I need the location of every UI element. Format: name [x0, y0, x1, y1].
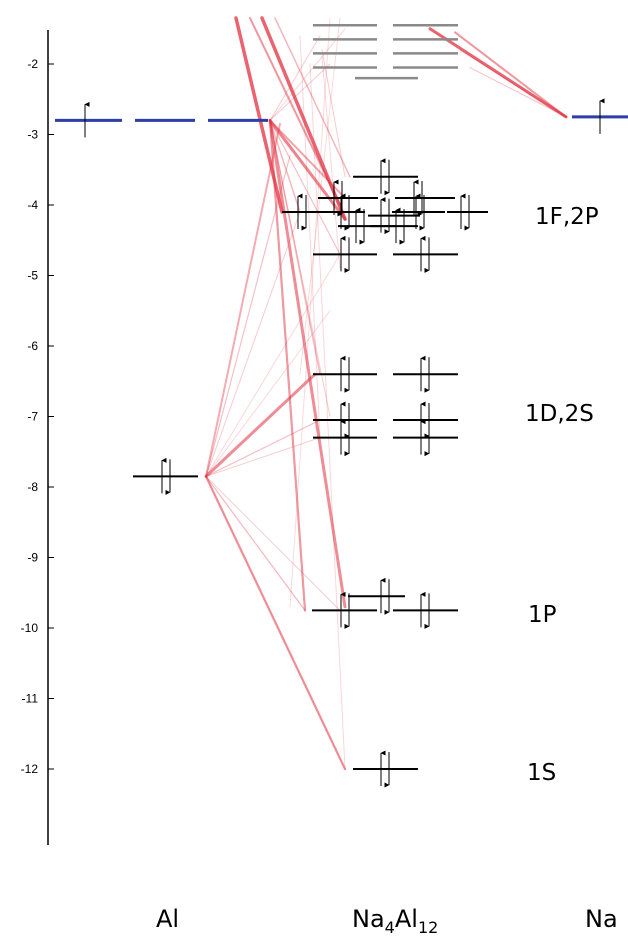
- y-tick-label: -5: [27, 269, 38, 283]
- cluster-al: Al: [395, 905, 418, 933]
- y-tick-label: -12: [21, 762, 39, 776]
- correlation-line: [428, 27, 568, 119]
- y-tick-label: -3: [27, 128, 38, 142]
- correlation-line: [234, 16, 284, 214]
- correlation-line: [204, 372, 317, 478]
- y-tick-label: -2: [27, 57, 38, 71]
- shell-label-1d2s: 1D,2S: [525, 401, 594, 427]
- correlation-line: [205, 310, 331, 477]
- correlation-line: [289, 17, 331, 608]
- correlation-line: [205, 122, 281, 478]
- correlation-line: [249, 17, 341, 206]
- correlation-lines: [204, 16, 568, 771]
- correlation-line: [269, 28, 346, 121]
- correlation-line: [274, 17, 351, 178]
- correlation-line: [205, 437, 321, 477]
- cluster-sub-na: 4: [385, 918, 395, 937]
- correlation-line: [459, 49, 567, 118]
- y-tick-label: -8: [27, 480, 38, 494]
- correlation-line: [269, 63, 331, 121]
- correlation-line: [205, 475, 306, 611]
- y-tick-label: -11: [22, 692, 39, 706]
- correlation-line: [269, 35, 321, 121]
- column-label-na: Na: [585, 905, 618, 933]
- correlation-line: [205, 419, 321, 478]
- shell-label-1p: 1P: [528, 602, 557, 628]
- correlation-line: [269, 119, 341, 255]
- correlation-line: [454, 31, 567, 118]
- correlation-line: [268, 119, 307, 612]
- correlation-line: [205, 475, 341, 611]
- correlation-line: [321, 56, 341, 269]
- correlation-line: [205, 155, 291, 478]
- correlation-line: [268, 118, 347, 221]
- correlation-line: [269, 119, 321, 375]
- correlation-line: [205, 253, 341, 477]
- correlation-line: [269, 119, 331, 417]
- correlation-line: [204, 475, 347, 771]
- energy-levels: [55, 23, 628, 788]
- correlation-line: [269, 119, 301, 213]
- y-axis: -2 -3 -4 -5 -6 -7 -8 -9 -10 -11 -12: [21, 30, 54, 845]
- y-tick-label: -7: [27, 410, 38, 424]
- y-tick-label: -10: [21, 621, 39, 635]
- cluster-sub-al: 12: [418, 918, 438, 937]
- cluster-na: Na: [352, 905, 385, 933]
- correlation-line: [268, 118, 347, 609]
- shell-label-1s: 1S: [527, 760, 556, 786]
- correlation-line: [299, 17, 341, 375]
- column-label-cluster: Na4Al12: [352, 905, 438, 937]
- correlation-line: [309, 63, 346, 770]
- correlation-line: [299, 35, 321, 439]
- correlation-line: [321, 49, 346, 178]
- shell-label-1f2p: 1F,2P: [535, 204, 599, 230]
- correlation-line: [469, 67, 567, 118]
- correlation-line: [205, 211, 301, 477]
- y-tick-label: -4: [27, 198, 38, 212]
- y-tick-label: -6: [27, 339, 38, 353]
- column-label-al: Al: [156, 905, 179, 933]
- y-tick-label: -9: [27, 551, 38, 565]
